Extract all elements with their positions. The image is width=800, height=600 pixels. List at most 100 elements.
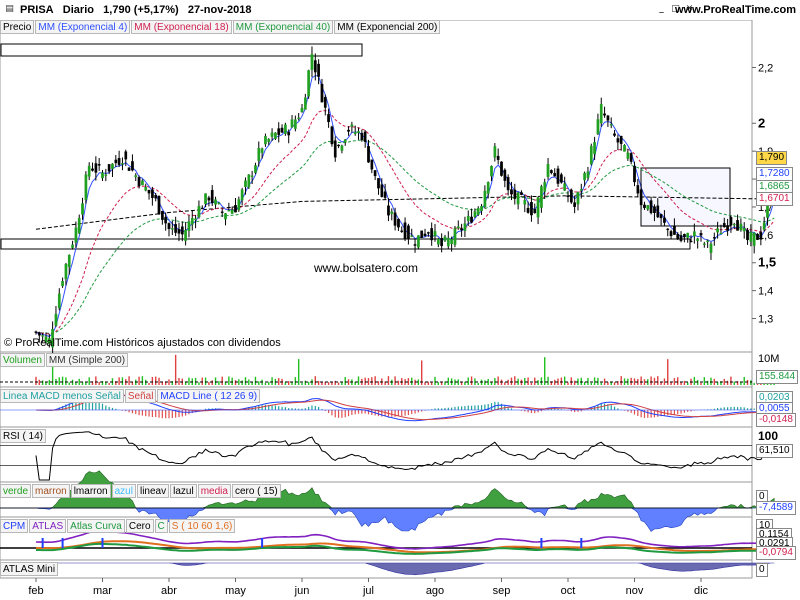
candle-body [752, 232, 756, 246]
candle-body [393, 212, 397, 226]
ticker-symbol: PRISA [20, 4, 54, 16]
macd-histogram-bar [574, 410, 576, 413]
cpm-legend-item[interactable]: ATLAS [29, 519, 67, 533]
candle-body [520, 192, 523, 195]
macd-histogram-bar [437, 408, 439, 410]
cpm-legend-item[interactable]: C [154, 519, 168, 533]
cpm-legend: CPM ATLAS Atlas Curva Cero C S ( 10 60 1,6) [0, 519, 236, 533]
macd-histogram-bar [454, 406, 456, 410]
volume-bar [371, 377, 373, 385]
trend-legend-item[interactable]: lineav [136, 484, 170, 498]
candle-body [51, 329, 54, 348]
volume-bar [706, 380, 709, 385]
candle-body [746, 229, 749, 241]
rsi-legend-item[interactable]: RSI ( 14) [0, 429, 47, 443]
price-legend-item[interactable]: MM (Exponencial 18) [131, 20, 232, 34]
candle-body [629, 153, 633, 162]
volume-bar [710, 377, 712, 385]
price-axis-label: 1,3 [758, 314, 773, 326]
cpm-legend-item[interactable]: Atlas Curva [67, 519, 125, 533]
atlas-mini-legend-item[interactable]: ATLAS Mini [0, 562, 59, 576]
candle-body [380, 184, 384, 197]
volume-bar [344, 377, 346, 385]
price-legend-item[interactable]: Precio [0, 20, 35, 34]
price-legend-item[interactable]: MM (Exponencial 40) [232, 20, 334, 34]
volume-bar [148, 382, 150, 385]
candle-body [599, 104, 603, 124]
volume-bar [470, 376, 473, 385]
close-icon[interactable]: ✕ [685, 4, 694, 14]
macd-histogram-bar [81, 400, 84, 410]
volume-bar [264, 382, 267, 385]
atlas-curve-line [36, 542, 775, 555]
macd-legend-item[interactable]: Señal [124, 389, 157, 403]
macd-legend-item[interactable]: MACD Line ( 12 26 9) [157, 389, 261, 403]
volume-bar [683, 380, 686, 385]
cpm-legend-item[interactable]: Cero [125, 519, 154, 533]
macd-histogram-bar [637, 410, 639, 417]
volume-bar [35, 376, 37, 385]
candle-body [197, 205, 201, 218]
candle-body [37, 332, 41, 336]
candle-body [613, 133, 616, 136]
macd-histogram-bar [165, 410, 167, 419]
candle-body [254, 165, 257, 173]
macd-histogram-bar [554, 408, 556, 410]
trend-legend-item[interactable]: verde [0, 484, 32, 498]
candle-body [433, 231, 437, 237]
rsi-line [35, 431, 775, 481]
candle-body [327, 114, 330, 123]
candle-body [144, 186, 148, 191]
chart-menu-icon[interactable]: ▤ [5, 4, 14, 14]
macd-histogram-bar [314, 405, 316, 410]
volume-bar [331, 381, 333, 385]
candle-body [486, 182, 490, 194]
candle-body [722, 223, 726, 228]
trend-legend-item[interactable]: media [197, 484, 231, 498]
macd-histogram-bar [557, 408, 559, 410]
volume-bar [198, 382, 200, 385]
volume-bar [327, 382, 330, 385]
trend-legend-item[interactable]: marron [32, 484, 70, 498]
macd-legend-item[interactable]: Linea MACD menos Señal [0, 389, 124, 403]
cpm-legend-item[interactable]: CPM [0, 519, 29, 533]
cpm-legend-item[interactable]: S ( 10 60 1,6) [168, 519, 236, 533]
trend-legend-item[interactable]: azul [111, 484, 136, 498]
maximize-icon[interactable]: □ [671, 4, 680, 14]
candle-body [71, 244, 74, 248]
candle-body [516, 192, 520, 205]
candle-body [573, 202, 577, 207]
minimize-icon[interactable]: _ [659, 4, 664, 14]
volume-legend-item[interactable]: MM (Simple 200) [45, 353, 129, 367]
atlas-mini-tag: 0 [756, 563, 768, 577]
volume-bar [184, 381, 187, 385]
volume-bar [68, 382, 70, 385]
candle-body [67, 254, 71, 268]
candle-body [639, 189, 643, 206]
macd-histogram-bar [175, 410, 177, 418]
volume-bar [620, 376, 622, 385]
trend-legend-item[interactable]: lazul [170, 484, 197, 498]
macd-histogram-bar [540, 410, 542, 412]
candle-body [257, 147, 261, 161]
candle-body [530, 201, 533, 216]
candle-body [137, 177, 141, 187]
candle-body [310, 54, 314, 70]
macd-histogram-bar [610, 405, 612, 410]
candle-body [716, 228, 719, 233]
candle-body [280, 127, 284, 133]
title-bar: ▤ PRISA Diario 1,790 (+5,17%) 27-nov-201… [0, 0, 800, 20]
source-footer: © ProRealTime.com Históricos ajustados c… [4, 337, 281, 349]
candle-body [147, 189, 151, 194]
trend-legend-item[interactable]: cero ( 15) [231, 484, 281, 498]
candle-body [260, 148, 264, 153]
macd-histogram-bar [480, 405, 483, 410]
price-legend-item[interactable]: MM (Exponencial 4) [35, 20, 131, 34]
volume-bar [454, 379, 456, 385]
volume-legend-item[interactable]: Volumen [0, 353, 45, 367]
candle-body [121, 163, 124, 165]
price-legend-item[interactable]: MM (Exponencial 200) [334, 20, 441, 34]
trend-legend-item[interactable]: lmarron [70, 484, 111, 498]
period-label: Diario [62, 4, 94, 16]
macd-histogram-bar [347, 410, 350, 417]
